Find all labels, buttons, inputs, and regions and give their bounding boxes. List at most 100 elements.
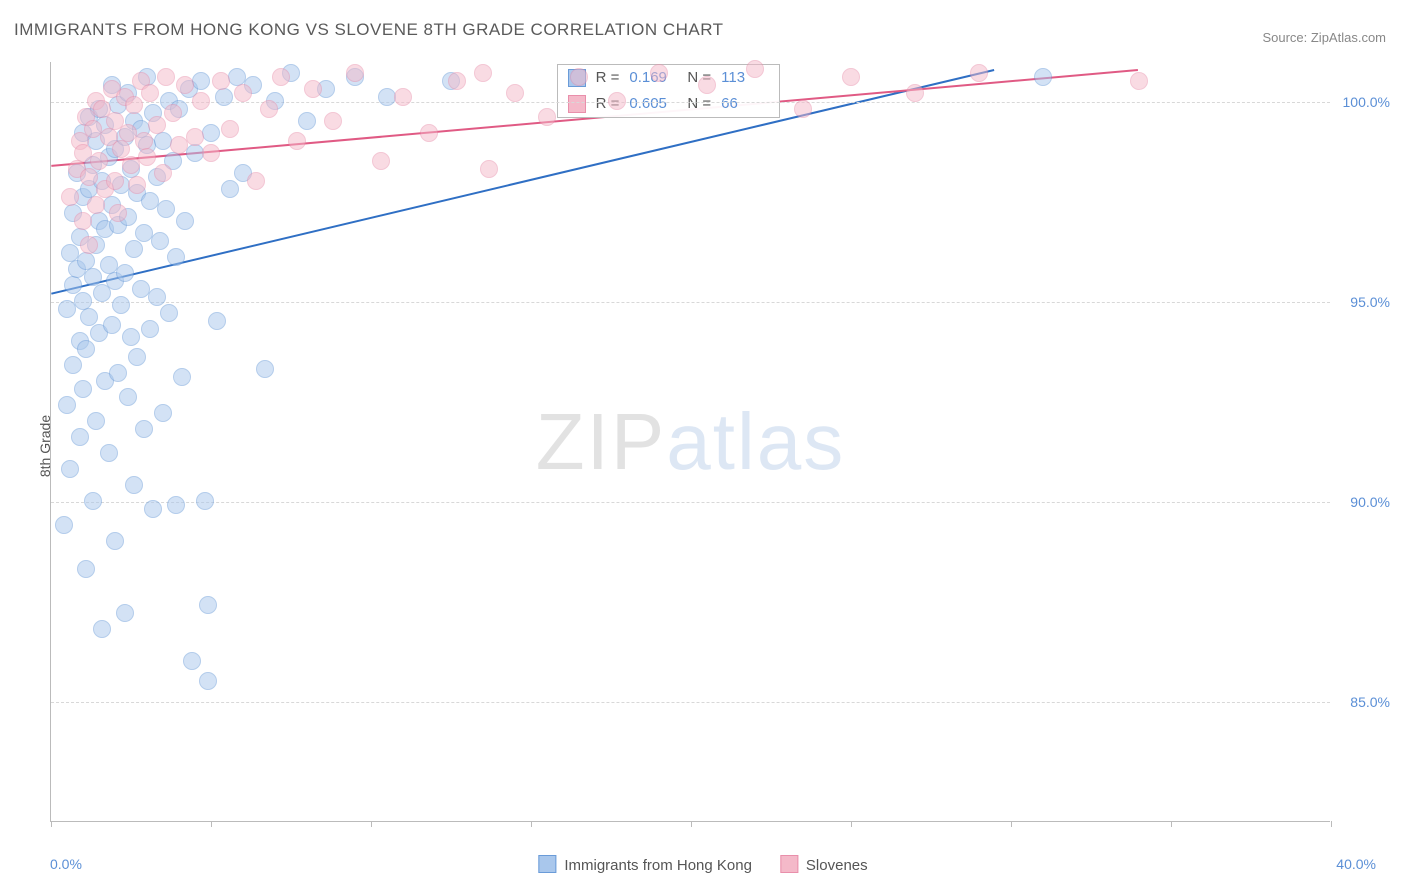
data-point — [167, 248, 185, 266]
x-tick — [1011, 821, 1012, 827]
data-point — [61, 188, 79, 206]
data-point — [103, 316, 121, 334]
data-point — [157, 200, 175, 218]
x-axis-max-label: 40.0% — [1336, 856, 1376, 872]
data-point — [474, 64, 492, 82]
data-point — [116, 604, 134, 622]
data-point — [154, 132, 172, 150]
data-point — [324, 112, 342, 130]
legend-row: R =0.605N =66 — [558, 91, 780, 117]
data-point — [256, 360, 274, 378]
chart-title: IMMIGRANTS FROM HONG KONG VS SLOVENE 8TH… — [14, 20, 724, 40]
data-point — [84, 268, 102, 286]
data-point — [112, 140, 130, 158]
plot-area: ZIPatlas R =0.169N =113R =0.605N =66 85.… — [50, 62, 1330, 822]
data-point — [420, 124, 438, 142]
data-point — [148, 116, 166, 134]
x-tick — [1331, 821, 1332, 827]
data-point — [128, 176, 146, 194]
data-point — [199, 672, 217, 690]
data-point — [80, 236, 98, 254]
data-point — [109, 204, 127, 222]
data-point — [128, 348, 146, 366]
grid-line — [51, 702, 1330, 703]
data-point — [298, 112, 316, 130]
data-point — [125, 476, 143, 494]
data-point — [506, 84, 524, 102]
data-point — [247, 172, 265, 190]
data-point — [199, 596, 217, 614]
x-tick — [691, 821, 692, 827]
x-axis-min-label: 0.0% — [50, 856, 82, 872]
data-point — [212, 72, 230, 90]
data-point — [74, 212, 92, 230]
data-point — [1034, 68, 1052, 86]
data-point — [74, 380, 92, 398]
data-point — [538, 108, 556, 126]
x-tick — [531, 821, 532, 827]
data-point — [77, 560, 95, 578]
x-tick — [851, 821, 852, 827]
data-point — [304, 80, 322, 98]
data-point — [141, 84, 159, 102]
legend-label-a: Immigrants from Hong Kong — [564, 857, 752, 874]
grid-line — [51, 502, 1330, 503]
data-point — [164, 104, 182, 122]
series-legend: Immigrants from Hong Kong Slovenes — [538, 855, 867, 874]
data-point — [154, 164, 172, 182]
data-point — [196, 492, 214, 510]
y-tick-label: 90.0% — [1350, 494, 1390, 510]
data-point — [480, 160, 498, 178]
data-point — [794, 100, 812, 118]
data-point — [221, 180, 239, 198]
data-point — [106, 532, 124, 550]
legend-swatch-icon — [568, 95, 586, 113]
data-point — [1130, 72, 1148, 90]
data-point — [215, 88, 233, 106]
data-point — [100, 444, 118, 462]
data-point — [71, 428, 89, 446]
data-point — [970, 64, 988, 82]
data-point — [87, 196, 105, 214]
legend-swatch-a — [538, 855, 556, 873]
legend-swatch-b — [780, 855, 798, 873]
data-point — [119, 388, 137, 406]
data-point — [58, 396, 76, 414]
data-point — [906, 84, 924, 102]
data-point — [93, 620, 111, 638]
legend-label-b: Slovenes — [806, 857, 868, 874]
data-point — [202, 124, 220, 142]
data-point — [192, 92, 210, 110]
data-point — [160, 304, 178, 322]
r-label: R = — [596, 69, 620, 86]
data-point — [141, 320, 159, 338]
data-point — [208, 312, 226, 330]
data-point — [135, 420, 153, 438]
data-point — [448, 72, 466, 90]
y-tick-label: 100.0% — [1343, 94, 1390, 110]
data-point — [106, 172, 124, 190]
x-tick — [1171, 821, 1172, 827]
data-point — [87, 412, 105, 430]
data-point — [167, 496, 185, 514]
y-tick-label: 85.0% — [1350, 694, 1390, 710]
data-point — [144, 500, 162, 518]
data-point — [154, 404, 172, 422]
x-tick — [371, 821, 372, 827]
data-point — [570, 68, 588, 86]
x-tick — [211, 821, 212, 827]
data-point — [157, 68, 175, 86]
data-point — [372, 152, 390, 170]
r-value: 0.605 — [629, 95, 677, 112]
data-point — [608, 92, 626, 110]
data-point — [122, 328, 140, 346]
data-point — [125, 240, 143, 258]
data-point — [77, 340, 95, 358]
data-point — [138, 148, 156, 166]
data-point — [202, 144, 220, 162]
data-point — [183, 652, 201, 670]
data-point — [61, 460, 79, 478]
data-point — [842, 68, 860, 86]
legend-item-b: Slovenes — [780, 855, 868, 874]
data-point — [272, 68, 290, 86]
